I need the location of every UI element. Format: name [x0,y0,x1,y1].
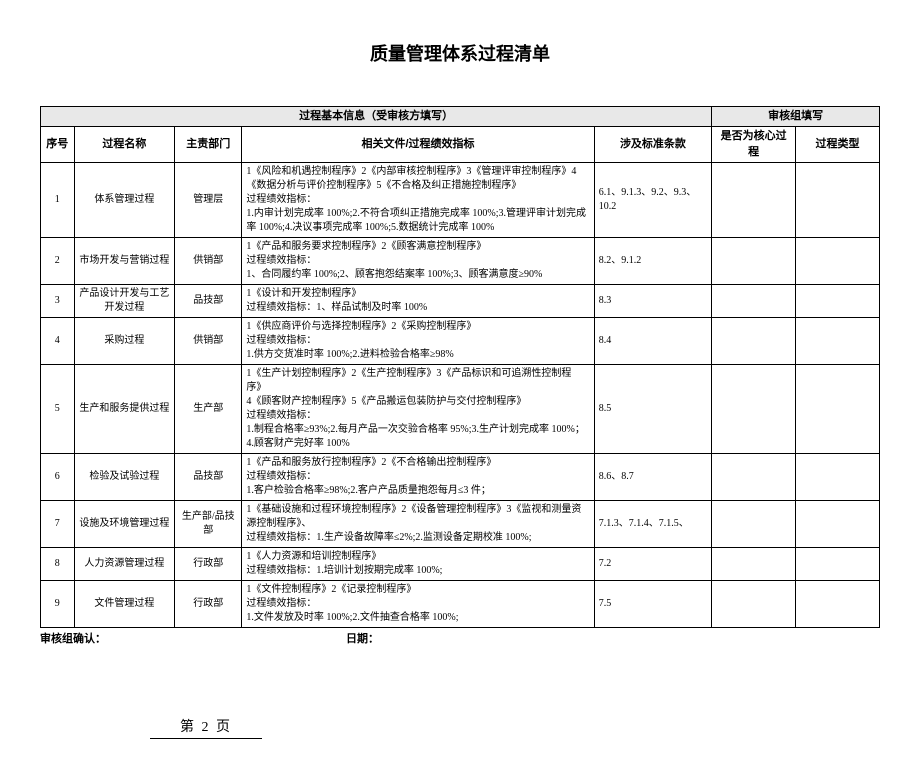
table-cell [712,501,796,548]
table-cell: 品技部 [175,285,242,318]
footer-date: 日期： [346,630,379,646]
table-cell: 生产部 [175,365,242,454]
table-cell: 1《人力资源和培训控制程序》 过程绩效指标：1.培训计划按期完成率 100%; [242,548,594,581]
col-seq: 序号 [41,127,75,163]
footer-confirm: 审核组确认： [40,630,106,646]
table-row: 3产品设计开发与工艺开发过程品技部1《设计和开发控制程序》 过程绩效指标：1、样… [41,285,880,318]
table-row: 9文件管理过程行政部1《文件控制程序》2《记录控制程序》 过程绩效指标： 1.文… [41,581,880,628]
table-cell: 8.4 [594,318,711,365]
col-type: 过程类型 [796,127,880,163]
table-cell: 1《风险和机遇控制程序》2《内部审核控制程序》3《管理评审控制程序》4《数据分析… [242,163,594,238]
table-body: 1体系管理过程管理层1《风险和机遇控制程序》2《内部审核控制程序》3《管理评审控… [41,163,880,628]
table-cell: 8 [41,548,75,581]
table-cell: 生产和服务提供过程 [74,365,175,454]
table-cell: 产品设计开发与工艺开发过程 [74,285,175,318]
table-cell: 1 [41,163,75,238]
table-cell [712,163,796,238]
table-cell: 1《设计和开发控制程序》 过程绩效指标：1、样品试制及时率 100% [242,285,594,318]
table-cell: 6 [41,454,75,501]
table-cell: 8.6、8.7 [594,454,711,501]
table-cell [796,365,880,454]
table-row: 7设施及环境管理过程生产部/品技部1《基础设施和过程环境控制程序》2《设备管理控… [41,501,880,548]
table-cell [796,318,880,365]
header-group-audit: 审核组填写 [712,107,880,127]
table-cell: 文件管理过程 [74,581,175,628]
table-row: 8人力资源管理过程行政部1《人力资源和培训控制程序》 过程绩效指标：1.培训计划… [41,548,880,581]
document-title: 质量管理体系过程清单 [40,40,880,66]
table-cell [712,365,796,454]
table-cell: 5 [41,365,75,454]
table-cell: 7.5 [594,581,711,628]
table-row: 6检验及试验过程品技部1《产品和服务放行控制程序》2《不合格输出控制程序》 过程… [41,454,880,501]
table-cell: 9 [41,581,75,628]
header-group-basic: 过程基本信息（受审核方填写） [41,107,712,127]
table-cell: 体系管理过程 [74,163,175,238]
col-name: 过程名称 [74,127,175,163]
table-cell: 6.1、9.1.3、9.2、9.3、10.2 [594,163,711,238]
table-cell: 7 [41,501,75,548]
table-cell [712,581,796,628]
table-cell: 1《生产计划控制程序》2《生产控制程序》3《产品标识和可追溯性控制程序》 4《顾… [242,365,594,454]
table-cell: 8.5 [594,365,711,454]
table-cell [712,548,796,581]
table-cell [796,548,880,581]
col-dept: 主责部门 [175,127,242,163]
table-row: 4采购过程供销部1《供应商评价与选择控制程序》2《采购控制程序》 过程绩效指标：… [41,318,880,365]
process-table: 过程基本信息（受审核方填写） 审核组填写 序号 过程名称 主责部门 相关文件/过… [40,106,880,628]
table-cell: 品技部 [175,454,242,501]
table-row: 5生产和服务提供过程生产部1《生产计划控制程序》2《生产控制程序》3《产品标识和… [41,365,880,454]
table-cell [796,238,880,285]
col-docs: 相关文件/过程绩效指标 [242,127,594,163]
table-cell: 4 [41,318,75,365]
table-cell: 检验及试验过程 [74,454,175,501]
table-cell: 市场开发与营销过程 [74,238,175,285]
table-cell [796,454,880,501]
table-row: 1体系管理过程管理层1《风险和机遇控制程序》2《内部审核控制程序》3《管理评审控… [41,163,880,238]
table-cell [712,318,796,365]
table-cell: 8.3 [594,285,711,318]
table-cell: 8.2、9.1.2 [594,238,711,285]
page-number: 第 2 页 [150,716,262,739]
table-cell [796,163,880,238]
table-cell: 1《供应商评价与选择控制程序》2《采购控制程序》 过程绩效指标： 1.供方交货准… [242,318,594,365]
table-cell: 7.2 [594,548,711,581]
table-cell: 供销部 [175,238,242,285]
table-cell: 1《基础设施和过程环境控制程序》2《设备管理控制程序》3《监视和测量资源控制程序… [242,501,594,548]
table-cell: 行政部 [175,548,242,581]
table-cell: 2 [41,238,75,285]
table-cell: 设施及环境管理过程 [74,501,175,548]
table-cell: 采购过程 [74,318,175,365]
table-cell: 生产部/品技部 [175,501,242,548]
table-cell [712,454,796,501]
table-row: 2市场开发与营销过程供销部1《产品和服务要求控制程序》2《顾客满意控制程序》 过… [41,238,880,285]
table-cell: 供销部 [175,318,242,365]
table-cell: 1《文件控制程序》2《记录控制程序》 过程绩效指标： 1.文件发放及时率 100… [242,581,594,628]
col-std: 涉及标准条款 [594,127,711,163]
table-cell [796,501,880,548]
col-core: 是否为核心过程 [712,127,796,163]
table-cell: 7.1.3、7.1.4、7.1.5、 [594,501,711,548]
table-cell: 管理层 [175,163,242,238]
table-cell: 3 [41,285,75,318]
table-cell [796,581,880,628]
table-cell: 行政部 [175,581,242,628]
table-cell [712,285,796,318]
table-cell: 1《产品和服务放行控制程序》2《不合格输出控制程序》 过程绩效指标： 1.客户检… [242,454,594,501]
table-cell: 人力资源管理过程 [74,548,175,581]
table-cell: 1《产品和服务要求控制程序》2《顾客满意控制程序》 过程绩效指标： 1、合同履约… [242,238,594,285]
table-cell [712,238,796,285]
table-cell [796,285,880,318]
